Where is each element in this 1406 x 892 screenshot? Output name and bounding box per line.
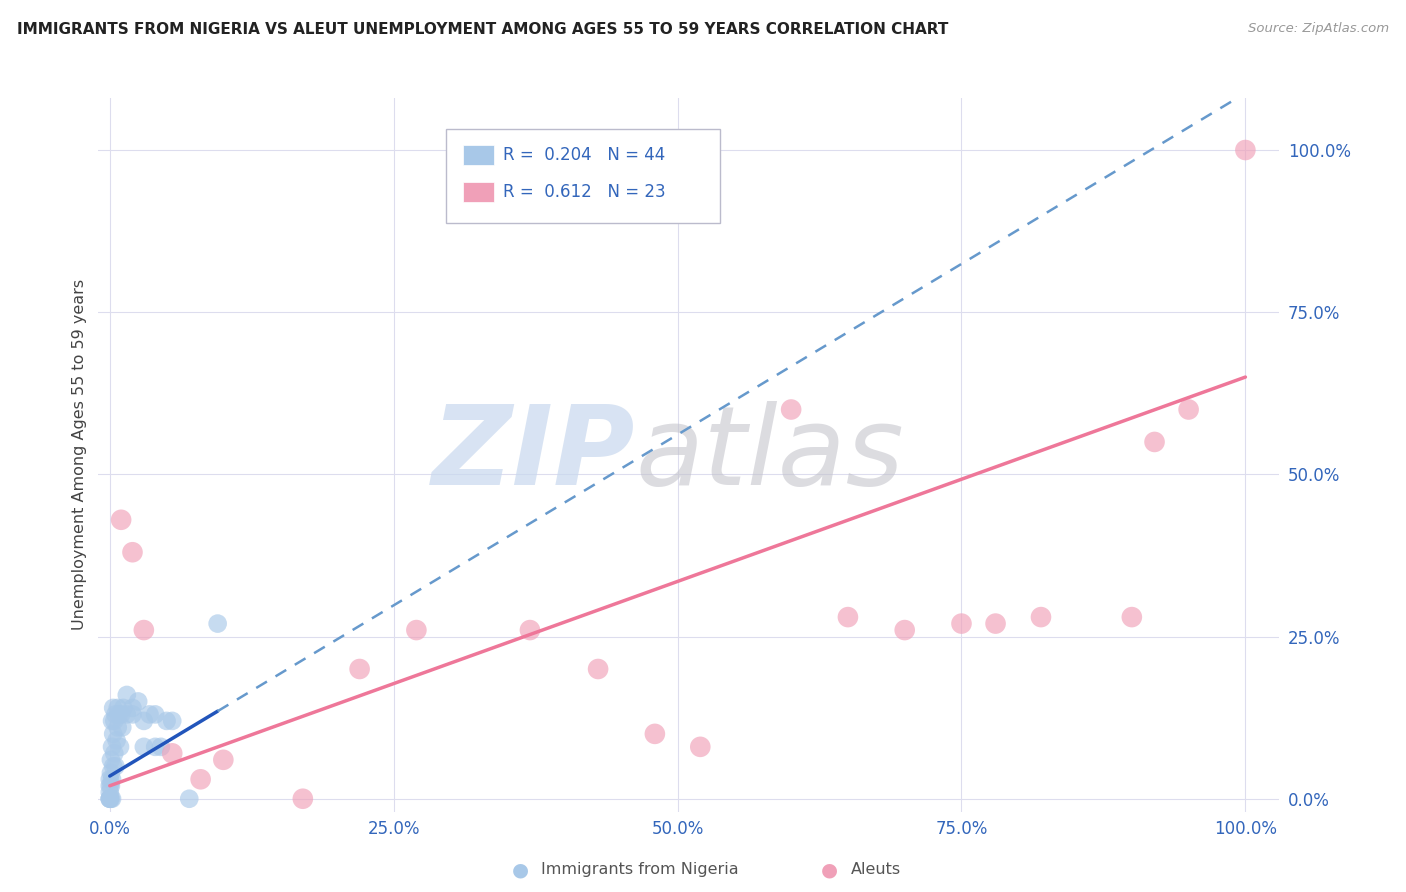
Point bbox=[893, 623, 915, 637]
Point bbox=[103, 759, 125, 773]
Point bbox=[837, 610, 859, 624]
Point bbox=[138, 707, 160, 722]
Point bbox=[155, 714, 177, 728]
Point bbox=[100, 765, 122, 780]
Point bbox=[132, 623, 155, 637]
Point bbox=[98, 791, 121, 805]
Point bbox=[111, 720, 134, 734]
Point bbox=[1143, 434, 1166, 449]
Point bbox=[98, 785, 121, 799]
Point bbox=[143, 707, 166, 722]
Point bbox=[291, 791, 314, 805]
Text: IMMIGRANTS FROM NIGERIA VS ALEUT UNEMPLOYMENT AMONG AGES 55 TO 59 YEARS CORRELAT: IMMIGRANTS FROM NIGERIA VS ALEUT UNEMPLO… bbox=[17, 22, 948, 37]
Point bbox=[101, 772, 124, 787]
Point bbox=[107, 701, 129, 715]
Point bbox=[107, 720, 129, 734]
Point bbox=[112, 701, 135, 715]
Point bbox=[1029, 610, 1052, 624]
Point bbox=[115, 707, 138, 722]
Point bbox=[132, 714, 155, 728]
Point bbox=[179, 791, 201, 805]
Text: atlas: atlas bbox=[636, 401, 904, 508]
Point bbox=[780, 402, 803, 417]
Text: Source: ZipAtlas.com: Source: ZipAtlas.com bbox=[1249, 22, 1389, 36]
Point bbox=[101, 714, 124, 728]
Text: ●: ● bbox=[821, 860, 838, 880]
Point bbox=[207, 616, 229, 631]
Point bbox=[108, 707, 131, 722]
Point bbox=[1121, 610, 1143, 624]
Point bbox=[101, 739, 124, 754]
Point bbox=[127, 694, 149, 708]
Point bbox=[349, 662, 371, 676]
Point bbox=[100, 779, 122, 793]
Point bbox=[212, 753, 235, 767]
Point bbox=[100, 791, 122, 805]
Point bbox=[689, 739, 711, 754]
Point bbox=[100, 753, 122, 767]
Text: R =  0.612   N = 23: R = 0.612 N = 23 bbox=[503, 183, 666, 201]
Point bbox=[108, 739, 131, 754]
Point bbox=[98, 772, 121, 787]
Point bbox=[98, 791, 121, 805]
Point bbox=[162, 714, 183, 728]
Point bbox=[103, 714, 125, 728]
Point bbox=[149, 739, 172, 754]
Point bbox=[103, 727, 125, 741]
Point bbox=[143, 739, 166, 754]
Point bbox=[1234, 143, 1257, 157]
Point bbox=[103, 747, 125, 761]
Point bbox=[105, 733, 128, 747]
Point bbox=[190, 772, 212, 787]
Point bbox=[950, 616, 973, 631]
Point bbox=[115, 688, 138, 702]
Point bbox=[121, 707, 143, 722]
Point bbox=[101, 791, 124, 805]
Point bbox=[519, 623, 541, 637]
Text: ZIP: ZIP bbox=[432, 401, 636, 508]
Point bbox=[98, 791, 121, 805]
Text: ●: ● bbox=[512, 860, 529, 880]
Text: R =  0.204   N = 44: R = 0.204 N = 44 bbox=[503, 146, 665, 164]
Point bbox=[104, 707, 127, 722]
Point bbox=[586, 662, 609, 676]
Point bbox=[98, 779, 121, 793]
Point bbox=[1177, 402, 1199, 417]
Point bbox=[121, 545, 143, 559]
Point bbox=[405, 623, 427, 637]
Point bbox=[104, 759, 127, 773]
Text: Aleuts: Aleuts bbox=[851, 863, 901, 877]
Point bbox=[132, 739, 155, 754]
Point bbox=[644, 727, 666, 741]
Text: Immigrants from Nigeria: Immigrants from Nigeria bbox=[541, 863, 740, 877]
Point bbox=[121, 701, 143, 715]
Point bbox=[110, 513, 132, 527]
Y-axis label: Unemployment Among Ages 55 to 59 years: Unemployment Among Ages 55 to 59 years bbox=[72, 279, 87, 631]
Point bbox=[103, 701, 125, 715]
Point bbox=[984, 616, 1007, 631]
Point bbox=[110, 707, 132, 722]
Point bbox=[162, 747, 183, 761]
